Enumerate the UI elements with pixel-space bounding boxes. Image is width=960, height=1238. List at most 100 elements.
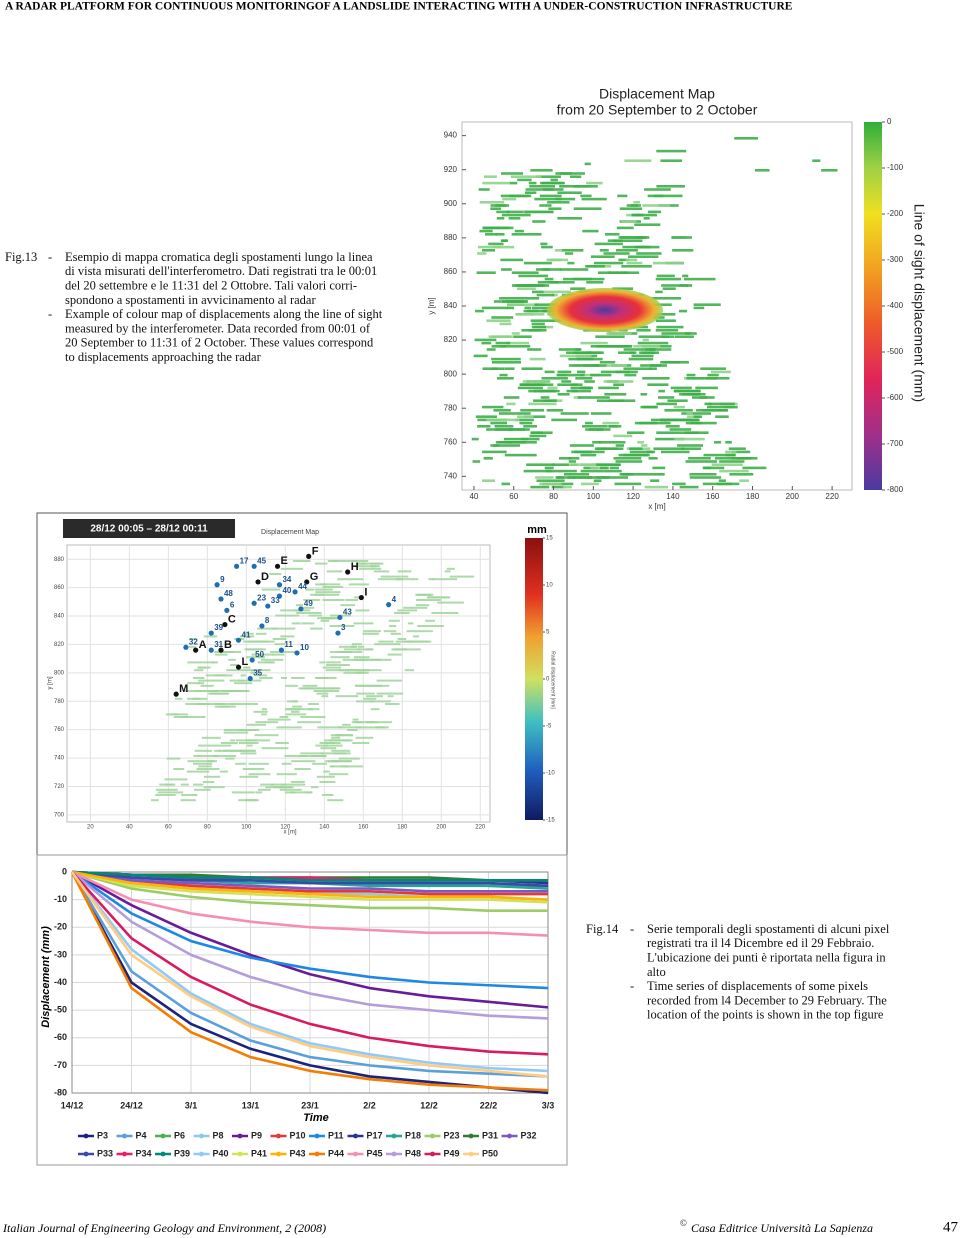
y-tick-label: 800 — [444, 369, 458, 378]
texture — [356, 692, 375, 695]
texture — [406, 630, 433, 633]
texture — [658, 389, 665, 393]
legend-label: P43 — [290, 1148, 306, 1158]
legend-label: P23 — [444, 1130, 460, 1140]
texture — [532, 220, 546, 223]
texture — [355, 609, 370, 612]
texture — [633, 345, 661, 348]
point-label: 48 — [224, 589, 233, 598]
texture — [432, 578, 458, 581]
texture — [506, 210, 529, 214]
texture — [490, 335, 513, 338]
legend-marker — [391, 1133, 397, 1139]
texture — [513, 335, 532, 338]
texture — [551, 399, 563, 402]
texture — [653, 447, 685, 450]
texture — [285, 708, 304, 711]
texture — [213, 755, 237, 757]
texture — [592, 441, 601, 444]
texture — [546, 469, 577, 473]
texture — [231, 703, 259, 705]
texture — [260, 783, 275, 786]
texture — [325, 669, 344, 672]
texture — [537, 281, 560, 284]
x-tick-label: 120 — [280, 825, 291, 831]
legend-label: P40 — [213, 1148, 229, 1158]
texture — [186, 770, 210, 773]
texture — [688, 457, 711, 460]
y-tick-label: -20 — [54, 922, 67, 932]
texture — [524, 261, 552, 265]
texture — [319, 781, 336, 783]
texture — [238, 799, 259, 802]
colorbar-label: Line of sight displacement (mm) — [911, 204, 927, 402]
texture — [275, 614, 300, 617]
texture — [356, 562, 380, 565]
texture — [314, 588, 333, 591]
texture — [656, 325, 684, 329]
texture — [580, 194, 592, 198]
texture — [533, 389, 555, 393]
texture — [602, 447, 618, 450]
legend-marker — [276, 1133, 281, 1139]
texture — [530, 169, 553, 172]
texture — [275, 742, 289, 744]
texture — [265, 786, 292, 789]
y-tick-label: 920 — [444, 165, 458, 174]
texture — [230, 664, 240, 666]
texture — [654, 194, 683, 198]
texture — [535, 476, 554, 479]
monitoring-point — [222, 621, 228, 628]
texture — [472, 460, 481, 463]
texture — [358, 567, 374, 570]
texture — [214, 749, 221, 752]
texture — [299, 606, 315, 609]
legend-marker — [314, 1133, 320, 1139]
texture — [490, 421, 508, 425]
texture — [244, 648, 266, 651]
caption-bullet: - — [48, 307, 52, 321]
texture — [174, 697, 183, 700]
point-label: 17 — [240, 556, 249, 565]
texture — [551, 463, 569, 466]
texture — [319, 661, 326, 664]
texture — [672, 431, 699, 434]
texture — [197, 666, 207, 669]
texture — [529, 185, 555, 188]
legend-label: P49 — [444, 1148, 460, 1158]
x-tick-label: 100 — [587, 492, 601, 501]
texture — [621, 220, 637, 223]
texture — [570, 287, 586, 290]
texture — [547, 201, 570, 204]
y-tick-label: -40 — [54, 977, 67, 987]
texture — [254, 734, 279, 737]
x-tick-label: 40 — [126, 825, 133, 831]
legend-label: P39 — [174, 1148, 190, 1158]
y-tick-label: -80 — [54, 1087, 67, 1097]
texture — [305, 687, 333, 690]
x-tick-label: 180 — [746, 492, 760, 501]
texture — [415, 604, 430, 607]
texture — [501, 268, 512, 271]
texture — [243, 640, 269, 643]
legend-label: P50 — [482, 1148, 498, 1158]
texture — [407, 622, 414, 625]
x-tick-label: 200 — [786, 492, 800, 501]
texture — [619, 207, 643, 210]
texture — [689, 476, 722, 479]
texture — [689, 473, 717, 476]
legend-label: P33 — [97, 1148, 113, 1158]
texture — [686, 412, 693, 415]
texture — [557, 370, 572, 374]
map-title: Displacement Map — [261, 529, 319, 536]
texture — [642, 377, 670, 380]
texture — [501, 172, 524, 175]
texture — [642, 204, 670, 207]
x-tick-label: 80 — [549, 492, 558, 501]
monitoring-point — [345, 569, 351, 575]
texture — [211, 661, 219, 664]
texture — [690, 421, 717, 425]
texture — [501, 482, 510, 486]
texture — [207, 744, 232, 747]
point-label: 44 — [298, 582, 307, 591]
